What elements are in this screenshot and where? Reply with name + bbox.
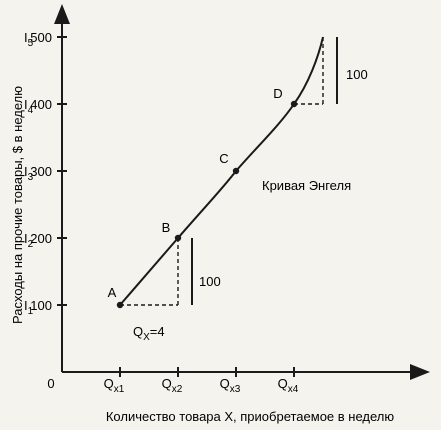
x-tick-label: Qx2 [162,376,183,395]
y-tick-label: 500 [30,30,52,45]
y-tick-label: 300 [30,164,52,179]
step-low-dx-label: QX=4 [133,324,165,343]
x-tick-label: Qx3 [220,376,241,395]
engel-curve-line [119,36,324,306]
x-axis-title: Количество товара X, приобретаемое в нед… [106,409,395,424]
step-low-dy-label: 100 [199,274,221,289]
y-tick-label: 100 [30,298,52,313]
y-tick-label: 400 [30,97,52,112]
point-d [290,100,298,108]
y-income-label: I2 [24,231,34,250]
point-c [232,167,240,175]
point-label-c: C [219,151,228,166]
x-ticks: Qx1 Qx2 Qx3 Qx4 [104,367,299,395]
y-income-label: I3 [24,164,34,183]
x-tick-label: Qx1 [104,376,125,395]
point-b [174,234,182,242]
series-name-label: Кривая Энгеля [262,178,351,193]
point-label-d: D [273,86,282,101]
y-axis-title: Расходы на прочие товары, $ в неделю [10,86,25,324]
step-guides [120,37,338,306]
step-high-dy-label: 100 [346,67,368,82]
marked-points: A B C D [108,86,298,309]
y-income-label: I4 [24,97,34,116]
y-income-label: I5 [24,30,34,49]
point-a [116,301,124,309]
point-label-b: B [162,220,171,235]
y-tick-label: 200 [30,231,52,246]
origin-label: 0 [47,376,54,391]
y-income-label: I1 [24,298,34,317]
point-label-a: A [108,285,117,300]
x-tick-label: Qx4 [278,376,299,395]
